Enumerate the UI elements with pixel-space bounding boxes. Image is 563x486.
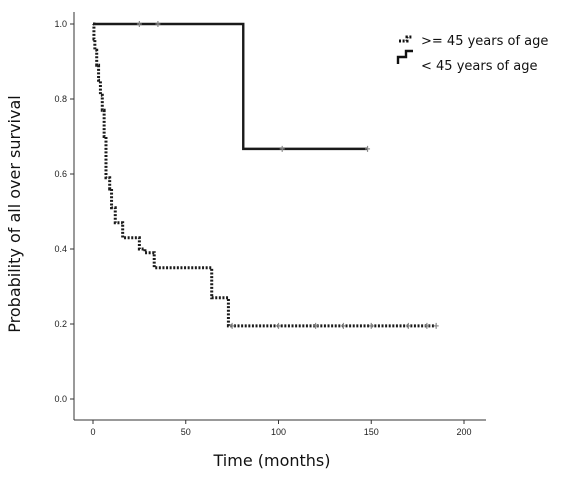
series-age-under-45	[93, 21, 371, 152]
x-tick-label: 150	[364, 427, 379, 437]
survival-curve-line	[93, 22, 368, 151]
x-tick-label: 200	[456, 427, 471, 437]
y-tick-label: 0.6	[54, 169, 67, 179]
y-tick-label: 0.2	[54, 319, 67, 329]
legend-label-age-under-45: < 45 years of age	[421, 59, 538, 74]
y-axis-title: Probability of all over survival	[5, 95, 24, 332]
x-axis-title: Time (months)	[213, 451, 331, 470]
legend-symbol-solid	[396, 49, 413, 64]
legend: >= 45 years of age < 45 years of age	[396, 34, 548, 74]
series-layer	[92, 21, 439, 329]
y-tick-label: 0.0	[54, 394, 67, 404]
x-tick-label: 0	[90, 427, 95, 437]
survival-curve-line	[92, 22, 437, 328]
y-tick-label: 0.8	[54, 94, 67, 104]
legend-label-age-45-and-over: >= 45 years of age	[421, 34, 548, 49]
series-age-45-and-over	[92, 22, 439, 329]
axes: 0.0 0.2 0.4 0.6 0.8 1.0 0 50 100 150 200	[54, 12, 486, 437]
y-tick-label: 1.0	[54, 19, 67, 29]
legend-symbol-dotted	[399, 35, 413, 43]
y-tick-label: 0.4	[54, 244, 67, 254]
x-tick-label: 100	[271, 427, 286, 437]
x-tick-label: 50	[181, 427, 191, 437]
